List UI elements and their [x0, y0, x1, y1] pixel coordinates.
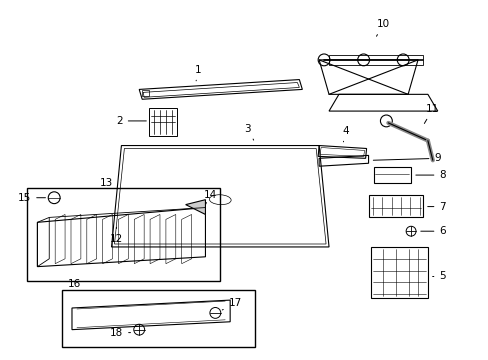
Bar: [62, 290, 254, 347]
Text: 12: 12: [110, 227, 123, 244]
Text: 11: 11: [424, 104, 439, 123]
Text: 8: 8: [415, 170, 445, 180]
Text: 6: 6: [420, 226, 445, 236]
Text: 4: 4: [342, 126, 348, 142]
Text: 18: 18: [110, 328, 130, 338]
Text: 17: 17: [222, 298, 241, 310]
Text: 14: 14: [203, 190, 217, 204]
Text: 3: 3: [244, 124, 253, 140]
Bar: [142, 90, 149, 96]
Text: 16: 16: [67, 279, 81, 289]
Text: 5: 5: [432, 271, 445, 282]
Text: 2: 2: [116, 116, 146, 126]
Polygon shape: [185, 200, 205, 215]
Text: 7: 7: [427, 202, 445, 212]
Text: 1: 1: [195, 65, 202, 81]
Text: 13: 13: [100, 178, 113, 188]
Text: 10: 10: [376, 19, 389, 36]
Bar: [27, 188, 220, 282]
Text: 9: 9: [372, 153, 440, 163]
Text: 15: 15: [18, 193, 45, 203]
